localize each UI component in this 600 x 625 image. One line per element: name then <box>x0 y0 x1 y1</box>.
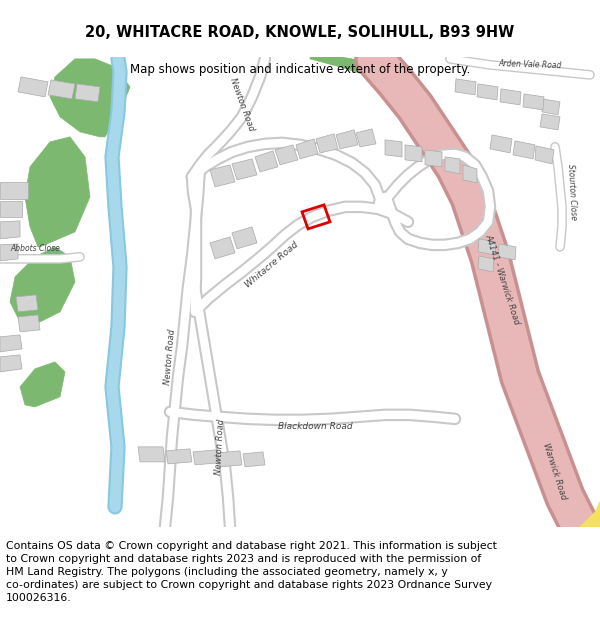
Polygon shape <box>138 447 165 462</box>
Text: Newton Road: Newton Road <box>228 77 256 132</box>
Polygon shape <box>336 130 358 149</box>
Polygon shape <box>255 151 278 172</box>
Text: Abbots Close: Abbots Close <box>10 244 60 253</box>
Polygon shape <box>0 201 22 217</box>
Polygon shape <box>243 452 265 467</box>
Text: Newton Road: Newton Road <box>163 329 177 385</box>
Polygon shape <box>316 134 338 153</box>
Text: Stourton Close: Stourton Close <box>566 164 578 220</box>
Polygon shape <box>0 244 18 261</box>
Polygon shape <box>75 84 100 102</box>
Polygon shape <box>463 165 477 183</box>
Polygon shape <box>455 79 476 95</box>
Polygon shape <box>310 57 400 85</box>
Polygon shape <box>166 449 192 464</box>
Text: Warwick Road: Warwick Road <box>542 442 568 501</box>
Polygon shape <box>10 247 75 327</box>
Polygon shape <box>210 237 235 259</box>
Polygon shape <box>540 114 560 130</box>
Text: Blackdown Road: Blackdown Road <box>278 422 352 431</box>
Text: Newton Road: Newton Road <box>214 419 226 475</box>
Polygon shape <box>20 362 65 407</box>
Polygon shape <box>500 89 521 105</box>
Polygon shape <box>478 239 496 255</box>
Polygon shape <box>580 502 600 527</box>
Text: 20, WHITACRE ROAD, KNOWLE, SOLIHULL, B93 9HW: 20, WHITACRE ROAD, KNOWLE, SOLIHULL, B93… <box>85 25 515 40</box>
Polygon shape <box>0 355 22 372</box>
Polygon shape <box>478 256 494 272</box>
Polygon shape <box>18 77 48 97</box>
Polygon shape <box>375 59 580 527</box>
Polygon shape <box>50 59 130 137</box>
Polygon shape <box>490 135 512 153</box>
Text: A4141 - Warwick Road: A4141 - Warwick Road <box>483 232 521 326</box>
Polygon shape <box>542 99 560 115</box>
Polygon shape <box>0 221 20 239</box>
Polygon shape <box>0 182 28 199</box>
Polygon shape <box>513 141 535 159</box>
Polygon shape <box>218 451 242 467</box>
Polygon shape <box>523 94 544 110</box>
Polygon shape <box>385 140 402 157</box>
Text: Arden Vale Road: Arden Vale Road <box>498 59 562 71</box>
Polygon shape <box>18 315 40 332</box>
Polygon shape <box>232 159 257 180</box>
Polygon shape <box>498 244 516 260</box>
Polygon shape <box>48 80 75 99</box>
Polygon shape <box>425 150 442 167</box>
Polygon shape <box>25 137 90 247</box>
Polygon shape <box>193 450 218 465</box>
Text: Map shows position and indicative extent of the property.: Map shows position and indicative extent… <box>130 62 470 76</box>
Polygon shape <box>275 145 298 165</box>
Text: Whitacre Road: Whitacre Road <box>244 240 300 289</box>
Polygon shape <box>445 157 460 174</box>
Polygon shape <box>210 165 235 187</box>
Polygon shape <box>0 335 22 352</box>
Text: Contains OS data © Crown copyright and database right 2021. This information is : Contains OS data © Crown copyright and d… <box>6 541 497 603</box>
Polygon shape <box>16 295 38 312</box>
Polygon shape <box>232 227 257 249</box>
Polygon shape <box>477 84 498 100</box>
Polygon shape <box>535 146 554 164</box>
Polygon shape <box>405 145 422 162</box>
Polygon shape <box>296 139 318 159</box>
Polygon shape <box>356 129 376 147</box>
